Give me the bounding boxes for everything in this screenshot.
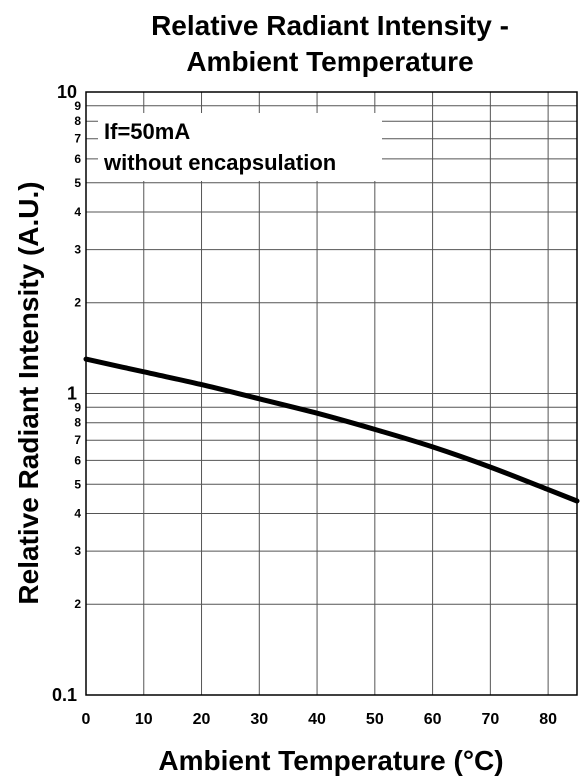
y-minor-tick-label: 8 [74, 114, 81, 128]
annotation-current: If=50mA [104, 119, 190, 144]
x-tick-label: 40 [308, 711, 326, 728]
x-tick-label: 0 [82, 711, 91, 728]
x-tick-label: 60 [424, 711, 442, 728]
y-minor-tick-label: 9 [74, 99, 81, 113]
y-minor-tick-label: 8 [74, 416, 81, 430]
y-minor-tick-label: 6 [74, 152, 81, 166]
y-minor-tick-label: 2 [74, 296, 81, 310]
y-minor-tick-label: 2 [74, 597, 81, 611]
grid [86, 92, 577, 695]
annotation-encapsulation: without encapsulation [103, 150, 336, 175]
x-tick-label: 30 [250, 711, 268, 728]
y-major-tick-label: 0.1 [52, 685, 77, 705]
y-minor-tick-label: 4 [74, 506, 81, 520]
chart-title-line-2: Ambient Temperature [186, 46, 473, 77]
x-tick-label: 10 [135, 711, 153, 728]
y-minor-tick-label: 6 [74, 453, 81, 467]
y-major-tick-label: 10 [57, 82, 77, 102]
y-axis-label: Relative Radiant Intensity (A.U.) [13, 181, 44, 604]
y-minor-tick-label: 3 [74, 544, 81, 558]
annotation-background [98, 113, 382, 181]
y-minor-tick-label: 9 [74, 400, 81, 414]
plot-frame [85, 91, 578, 696]
y-minor-tick-label: 4 [74, 205, 81, 219]
series [83, 356, 580, 504]
y-minor-tick-label: 5 [74, 477, 81, 491]
y-minor-tick-label: 7 [74, 132, 81, 146]
y-minor-tick-label: 5 [74, 176, 81, 190]
chart-title-line-1: Relative Radiant Intensity - [151, 10, 509, 41]
y-minor-tick-label: 7 [74, 433, 81, 447]
x-tick-label: 50 [366, 711, 384, 728]
y-minor-tick-label: 3 [74, 243, 81, 257]
x-tick-label: 70 [481, 711, 499, 728]
x-tick-label: 20 [193, 711, 211, 728]
y-major-tick-label: 1 [67, 384, 77, 404]
x-tick-label: 80 [539, 711, 557, 728]
series-line [83, 356, 580, 504]
x-axis-label: Ambient Temperature (°C) [158, 745, 503, 776]
